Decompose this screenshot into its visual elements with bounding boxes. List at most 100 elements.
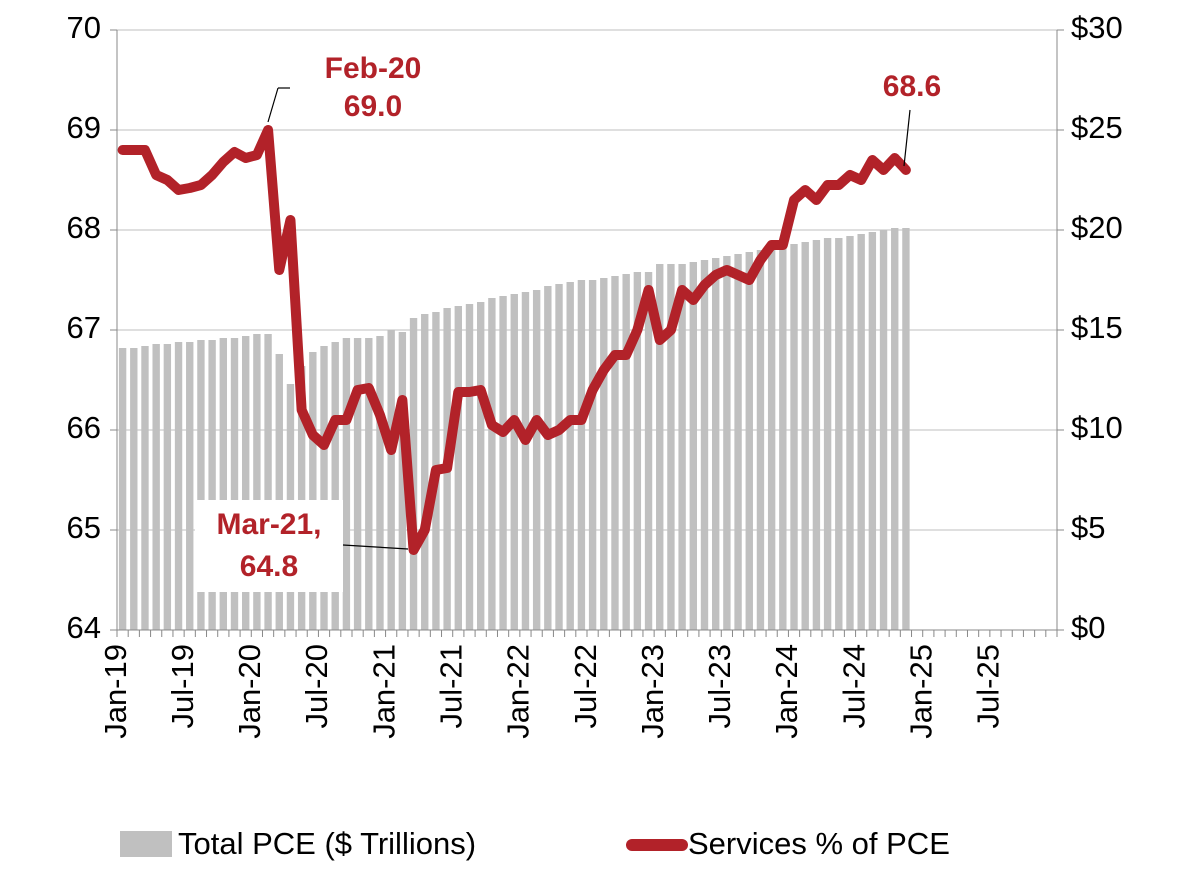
- bar: [208, 340, 216, 630]
- bar: [767, 248, 776, 630]
- y2-tick-label: $5: [1071, 510, 1105, 545]
- annotation-leader: [342, 544, 409, 550]
- bar: [387, 330, 395, 630]
- bar: [868, 232, 877, 630]
- y-tick-label: 66: [67, 410, 101, 445]
- x-tick-label: Jul-21: [433, 644, 468, 728]
- bar: [756, 250, 765, 630]
- bar: [779, 246, 787, 630]
- x-tick-label: Jan-22: [501, 644, 536, 739]
- y-tick-label: 70: [67, 10, 101, 45]
- bar: [846, 236, 854, 630]
- bar: [745, 252, 753, 630]
- bar: [353, 338, 362, 630]
- x-tick-label: Jan-21: [366, 644, 401, 739]
- bar: [700, 260, 709, 630]
- bar: [130, 348, 138, 630]
- x-tick-label: Jan-20: [232, 644, 267, 739]
- y2-tick-label: $20: [1071, 210, 1123, 245]
- bar: [532, 290, 541, 630]
- bar: [465, 304, 474, 630]
- legend-label: Services % of PCE: [688, 826, 950, 861]
- bar: [421, 314, 429, 630]
- annotation-box: [195, 500, 343, 592]
- bar: [644, 272, 653, 630]
- annotation: Mar-21,: [216, 508, 321, 541]
- bar: [331, 342, 339, 630]
- bar: [667, 264, 675, 630]
- bar: [152, 344, 160, 630]
- x-tick-label: Jul-20: [299, 644, 334, 728]
- bar: [879, 230, 888, 630]
- bar: [678, 264, 686, 630]
- annotation-leader: [903, 109, 911, 167]
- bar: [320, 346, 328, 630]
- bar: [297, 366, 306, 630]
- x-tick-label: Jul-19: [165, 644, 200, 728]
- bar: [197, 340, 205, 630]
- y-tick-label: 68: [67, 210, 101, 245]
- bar: [264, 334, 272, 630]
- bar: [891, 228, 899, 630]
- bar: [689, 262, 698, 630]
- bar: [365, 338, 373, 630]
- y2-tick-label: $30: [1071, 10, 1123, 45]
- bar: [544, 286, 552, 630]
- annotation: 64.8: [240, 550, 298, 583]
- bar: [711, 258, 720, 630]
- bar: [611, 276, 619, 630]
- bar: [253, 334, 261, 630]
- bar: [275, 354, 283, 630]
- bar: [823, 238, 832, 630]
- bar: [141, 346, 149, 630]
- bar: [174, 342, 183, 630]
- bar: [309, 352, 317, 630]
- bar: [510, 294, 518, 630]
- bar: [857, 234, 865, 630]
- legend-swatch: [120, 831, 172, 857]
- bar: [577, 280, 586, 630]
- bar: [398, 332, 407, 630]
- bar: [118, 348, 127, 630]
- x-tick-label: Jul-23: [702, 644, 737, 728]
- y2-tick-label: $0: [1071, 610, 1105, 645]
- y-tick-label: 64: [67, 610, 101, 645]
- x-tick-label: Jul-25: [971, 644, 1006, 728]
- x-tick-label: Jan-19: [98, 644, 133, 739]
- bar: [219, 338, 228, 630]
- bar: [566, 282, 574, 630]
- bar: [812, 240, 821, 630]
- bar: [499, 296, 507, 630]
- y2-tick-label: $25: [1071, 110, 1123, 145]
- bar: [588, 280, 597, 630]
- annotation: Feb-20: [325, 52, 422, 85]
- bar: [521, 292, 530, 630]
- bar: [488, 298, 496, 630]
- bar: [555, 284, 563, 630]
- bar: [622, 274, 630, 630]
- x-tick-label: Jul-24: [836, 644, 871, 728]
- x-tick-label: Jan-25: [903, 644, 938, 739]
- bar: [835, 238, 843, 630]
- bar: [723, 256, 731, 630]
- annotation: 69.0: [344, 90, 402, 123]
- y-tick-label: 65: [67, 510, 101, 545]
- x-tick-label: Jan-23: [635, 644, 670, 739]
- bar: [476, 302, 485, 630]
- bar: [790, 244, 798, 630]
- y2-tick-label: $10: [1071, 410, 1123, 445]
- bar: [163, 344, 172, 630]
- line: [117, 125, 911, 555]
- legend-label: Total PCE ($ Trillions): [178, 826, 476, 861]
- y2-tick-label: $15: [1071, 310, 1123, 345]
- bar: [376, 336, 384, 630]
- bar: [656, 264, 664, 630]
- bar: [600, 278, 608, 630]
- bar: [241, 336, 250, 630]
- bar: [454, 306, 463, 630]
- x-tick-label: Jul-22: [568, 644, 603, 728]
- bar: [801, 242, 809, 630]
- bar: [633, 272, 642, 630]
- bar: [902, 228, 910, 630]
